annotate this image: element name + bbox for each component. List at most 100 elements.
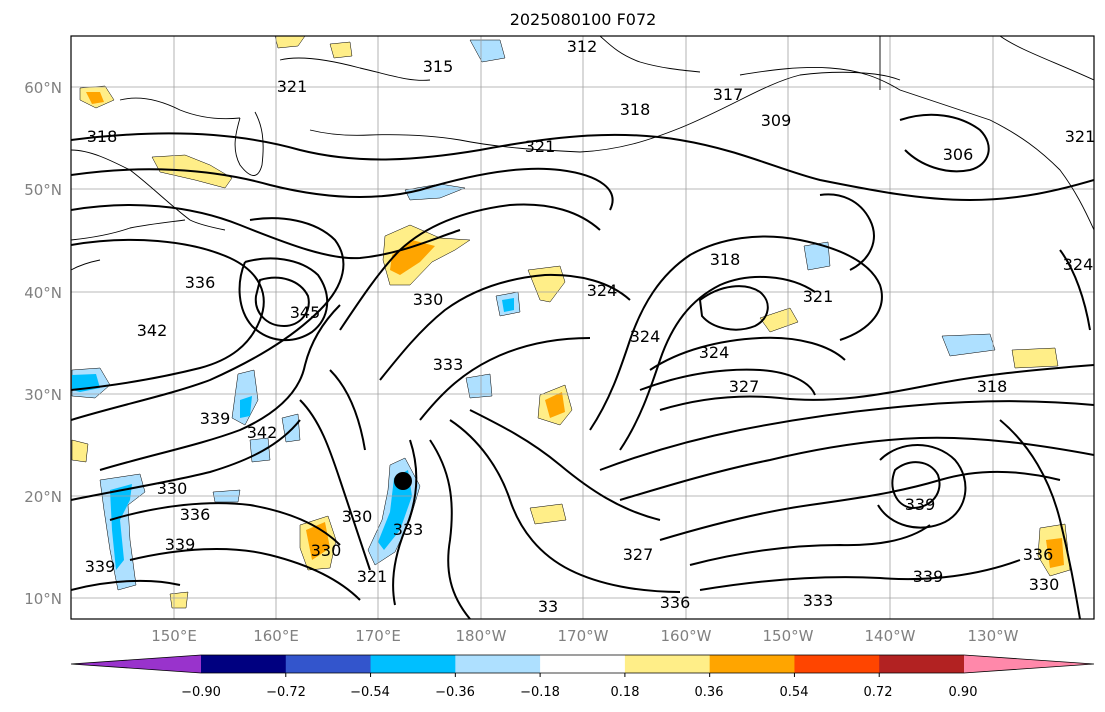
contour-labels: 312 315 321 318 318 321 317 309 306 321 …	[85, 37, 1096, 616]
lon-tick-label: 150°E	[151, 627, 197, 645]
contour-label: 321	[1065, 127, 1096, 146]
contour-label: 33	[538, 597, 558, 616]
colorbar-tick-label: 0.72	[864, 685, 893, 700]
fill-patch	[465, 373, 493, 399]
colorbar-tick-label: 0.36	[695, 685, 724, 700]
colorbar-segment	[709, 655, 795, 673]
fill-patch	[378, 470, 412, 550]
contour-label: 339	[165, 535, 196, 554]
contour-label: 321	[357, 567, 388, 586]
contour-label: 333	[803, 591, 834, 610]
storm-center-marker	[394, 472, 412, 490]
contour-label: 324	[630, 327, 661, 346]
lon-tick-label: 170°E	[355, 627, 401, 645]
contour-label: 330	[1029, 575, 1060, 594]
contour-label: 330	[342, 507, 373, 526]
colorbar-extend-high	[964, 655, 1094, 673]
contour-label: 306	[943, 145, 974, 164]
lon-tick-label: 180°W	[456, 627, 507, 645]
lon-tick-label: 160°E	[253, 627, 299, 645]
map-title: 2025080100 F072	[510, 10, 657, 29]
contour-label: 330	[413, 290, 444, 309]
fill-patch	[169, 591, 189, 609]
contour-label: 336	[185, 273, 216, 292]
colorbar	[70, 654, 1095, 677]
map-background	[71, 36, 1094, 619]
colorbar-tick-label: 0.18	[611, 685, 640, 700]
contour-label: 327	[623, 545, 654, 564]
lat-tick-label: 50°N	[24, 181, 62, 199]
contour-lines	[71, 113, 1094, 619]
colorbar-tick-label: −0.36	[435, 685, 475, 700]
fill-patch	[240, 396, 252, 418]
contour-label: 317	[713, 85, 744, 104]
contour-label: 345	[290, 303, 321, 322]
fill-patch	[249, 437, 271, 463]
colorbar-segment	[201, 655, 287, 673]
contour-label: 342	[247, 423, 278, 442]
contour-label: 318	[710, 250, 741, 269]
lon-tick-label: 150°W	[763, 627, 814, 645]
fill-patch	[759, 307, 799, 333]
fill-patch	[71, 439, 89, 463]
contour-label: 318	[620, 100, 651, 119]
contour-label: 339	[200, 409, 231, 428]
colorbar-segment	[540, 655, 626, 673]
contour-label: 336	[1023, 545, 1054, 564]
colorbar-segment	[794, 655, 880, 673]
lon-tick-label: 160°W	[661, 627, 712, 645]
lat-tick-label: 10°N	[24, 590, 62, 608]
lat-tick-label: 60°N	[24, 79, 62, 97]
contour-label: 336	[180, 505, 211, 524]
map-frame	[70, 35, 1095, 620]
lat-tick-label: 40°N	[24, 284, 62, 302]
contour-label: 324	[1063, 255, 1094, 274]
contour-label: 321	[277, 77, 308, 96]
contour-label: 339	[913, 567, 944, 586]
gridlines	[71, 36, 1094, 619]
contour-label: 309	[761, 111, 792, 130]
lat-axis: 60°N 50°N 40°N 30°N 20°N 10°N	[24, 79, 62, 608]
fill-patch	[469, 39, 506, 63]
contour-label: 333	[393, 520, 424, 539]
fill-patch	[329, 41, 353, 59]
colorbar-extend-low	[71, 655, 201, 673]
colorbar-segment	[455, 655, 541, 673]
fill-patch	[86, 92, 104, 104]
colorbar-segment	[879, 655, 965, 673]
colorbar-segment	[285, 655, 372, 673]
contour-label: 324	[587, 281, 618, 300]
contour-label: 324	[699, 343, 730, 362]
lon-tick-label: 140°W	[865, 627, 916, 645]
fill-patch	[941, 333, 996, 357]
colorbar-segment	[624, 655, 711, 673]
colorbar-tick-label: −0.54	[350, 685, 390, 700]
colorbar-ticks: −0.90 −0.72 −0.54 −0.36 −0.18 0.18 0.36 …	[181, 685, 977, 700]
lon-tick-label: 170°W	[558, 627, 609, 645]
lon-axis: 150°E 160°E 170°E 180°W 170°W 160°W 150°…	[151, 627, 1018, 645]
contour-label: 318	[87, 127, 118, 146]
contour-label: 339	[85, 557, 116, 576]
contour-label: 321	[525, 137, 556, 156]
colorbar-outline	[70, 654, 1095, 674]
fill-patch	[502, 298, 514, 312]
contour-label: 315	[423, 57, 454, 76]
fill-patch	[1011, 347, 1059, 369]
contour-label: 339	[905, 495, 936, 514]
contour-label: 333	[433, 355, 464, 374]
contour-label: 336	[660, 593, 691, 612]
colorbar-tick-label: −0.18	[520, 685, 560, 700]
fill-patch	[529, 503, 567, 525]
fill-patch	[274, 36, 306, 49]
lon-tick-label: 130°W	[968, 627, 1019, 645]
fill-patch	[231, 369, 259, 426]
contour-label: 342	[137, 321, 168, 340]
colorbar-tick-label: −0.72	[266, 685, 306, 700]
fill-patch	[1046, 538, 1064, 568]
fill-patch	[545, 392, 565, 418]
contour-label: 321	[803, 287, 834, 306]
contour-label: 330	[157, 479, 188, 498]
lat-tick-label: 20°N	[24, 488, 62, 506]
fill-patch	[803, 241, 831, 271]
